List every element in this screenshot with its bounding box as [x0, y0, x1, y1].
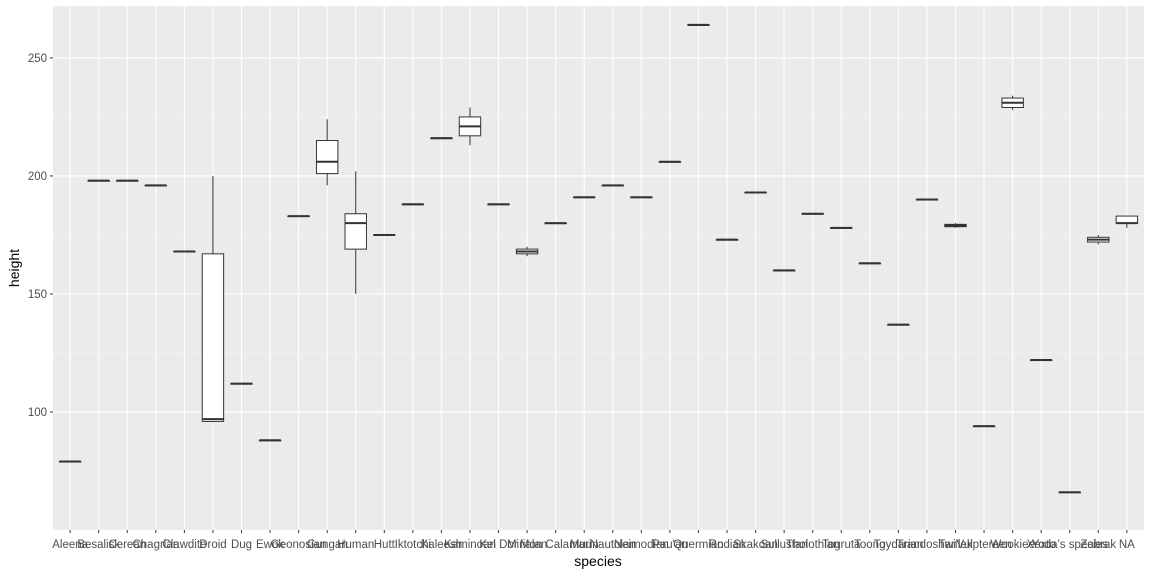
- x-tick-label: Kaminoan: [444, 539, 496, 551]
- x-tick-label: NA: [1119, 539, 1135, 551]
- box-10: [344, 171, 367, 294]
- box-5: [201, 175, 225, 422]
- x-tick-label: Trandoshan: [896, 539, 957, 551]
- x-axis: AleenaBesaliskCereanChagrianClawditeDroi…: [52, 530, 1135, 551]
- x-tick-label: Geonosian: [271, 539, 327, 551]
- box-0: [58, 460, 82, 463]
- box-2: [116, 179, 139, 182]
- box-20: [630, 196, 653, 199]
- x-tick-label: Ewok: [256, 539, 284, 551]
- x-tick-label: Zabrak: [1080, 539, 1116, 551]
- x-tick-label: Muun: [570, 539, 599, 551]
- y-tick-label: 100: [28, 407, 47, 419]
- box-layer: [58, 23, 1139, 494]
- x-tick-label: Wookiee: [990, 539, 1035, 551]
- x-tick-label: Pau'an: [652, 539, 687, 551]
- x-tick-label: Twi'lek: [938, 539, 972, 551]
- box-11: [373, 233, 396, 236]
- x-tick-label: Rodian: [709, 539, 745, 551]
- box-16: [515, 246, 539, 257]
- box-body: [344, 213, 367, 250]
- x-tick-label: Xexto: [1026, 539, 1055, 551]
- box-23: [715, 238, 739, 241]
- x-tick-label: Vulptereen: [956, 539, 1011, 551]
- x-tick-label: Yoda's species: [1032, 539, 1108, 551]
- box-24: [744, 191, 767, 194]
- x-tick-label: Kel Dor: [479, 539, 518, 551]
- box-22: [687, 23, 710, 26]
- box-12: [401, 203, 425, 206]
- x-tick-label: Sullustan: [760, 539, 807, 551]
- box-19: [601, 184, 624, 187]
- box-body: [315, 140, 339, 175]
- x-tick-label: Tholothian: [786, 539, 840, 551]
- box-37: [1115, 215, 1139, 228]
- box-34: [1029, 359, 1053, 362]
- y-tick-label: 150: [28, 289, 47, 301]
- x-tick-label: Besalisk: [77, 539, 120, 551]
- x-tick-label: Toydarian: [873, 539, 923, 551]
- box-35: [1058, 491, 1081, 494]
- y-axis: 100 150 200 250: [28, 53, 53, 419]
- x-tick-label: Togruta: [822, 539, 861, 551]
- box-7: [258, 439, 282, 442]
- box-26: [801, 212, 824, 215]
- x-tick-label: Aleena: [52, 539, 88, 551]
- box-31: [944, 223, 967, 228]
- box-25: [772, 269, 796, 272]
- box-15: [487, 203, 510, 206]
- plot-panel: [53, 6, 1144, 530]
- x-tick-label: Droid: [199, 539, 226, 551]
- y-tick-label: 200: [28, 171, 47, 183]
- x-tick-label: Quermian: [673, 539, 724, 551]
- x-tick-label: Chagrian: [132, 539, 179, 551]
- x-tick-label: Hutt: [374, 539, 396, 551]
- x-tick-label: Clawdite: [162, 539, 206, 551]
- box-30: [915, 198, 939, 201]
- box-9: [315, 119, 339, 186]
- box-32: [972, 425, 996, 428]
- x-tick-label: Neimodian: [614, 539, 669, 551]
- box-28: [858, 262, 882, 265]
- x-tick-label: Human: [337, 539, 374, 551]
- grid-layer: [53, 6, 1144, 530]
- x-tick-label: Toong: [854, 539, 885, 551]
- x-tick-label: Kaleesh: [421, 539, 463, 551]
- box-body: [1115, 215, 1139, 224]
- box-29: [887, 323, 910, 326]
- box-3: [144, 184, 168, 187]
- box-14: [458, 107, 482, 146]
- box-21: [658, 160, 682, 163]
- box-1: [87, 179, 110, 182]
- y-axis-title: height: [6, 249, 22, 287]
- box-17: [544, 222, 567, 225]
- box-6: [230, 382, 253, 385]
- box-8: [287, 215, 310, 218]
- x-tick-label: Gungan: [307, 539, 348, 551]
- x-tick-label: Mirialan: [507, 539, 547, 551]
- x-tick-label: Dug: [231, 539, 252, 551]
- box-body: [201, 253, 225, 422]
- x-axis-title: species: [574, 553, 621, 569]
- box-4: [173, 250, 196, 253]
- box-13: [430, 137, 453, 140]
- y-tick-label: 250: [28, 53, 47, 65]
- box-27: [830, 226, 853, 229]
- x-tick-label: Skakoan: [733, 539, 778, 551]
- box-33: [1001, 95, 1024, 110]
- box-18: [573, 196, 596, 199]
- x-tick-label: Nautolan: [590, 539, 636, 551]
- x-tick-label: Mon Calamari: [520, 539, 592, 551]
- x-tick-label: Iktotchi: [395, 539, 431, 551]
- x-tick-label: Cerean: [108, 539, 146, 551]
- box-36: [1087, 234, 1110, 245]
